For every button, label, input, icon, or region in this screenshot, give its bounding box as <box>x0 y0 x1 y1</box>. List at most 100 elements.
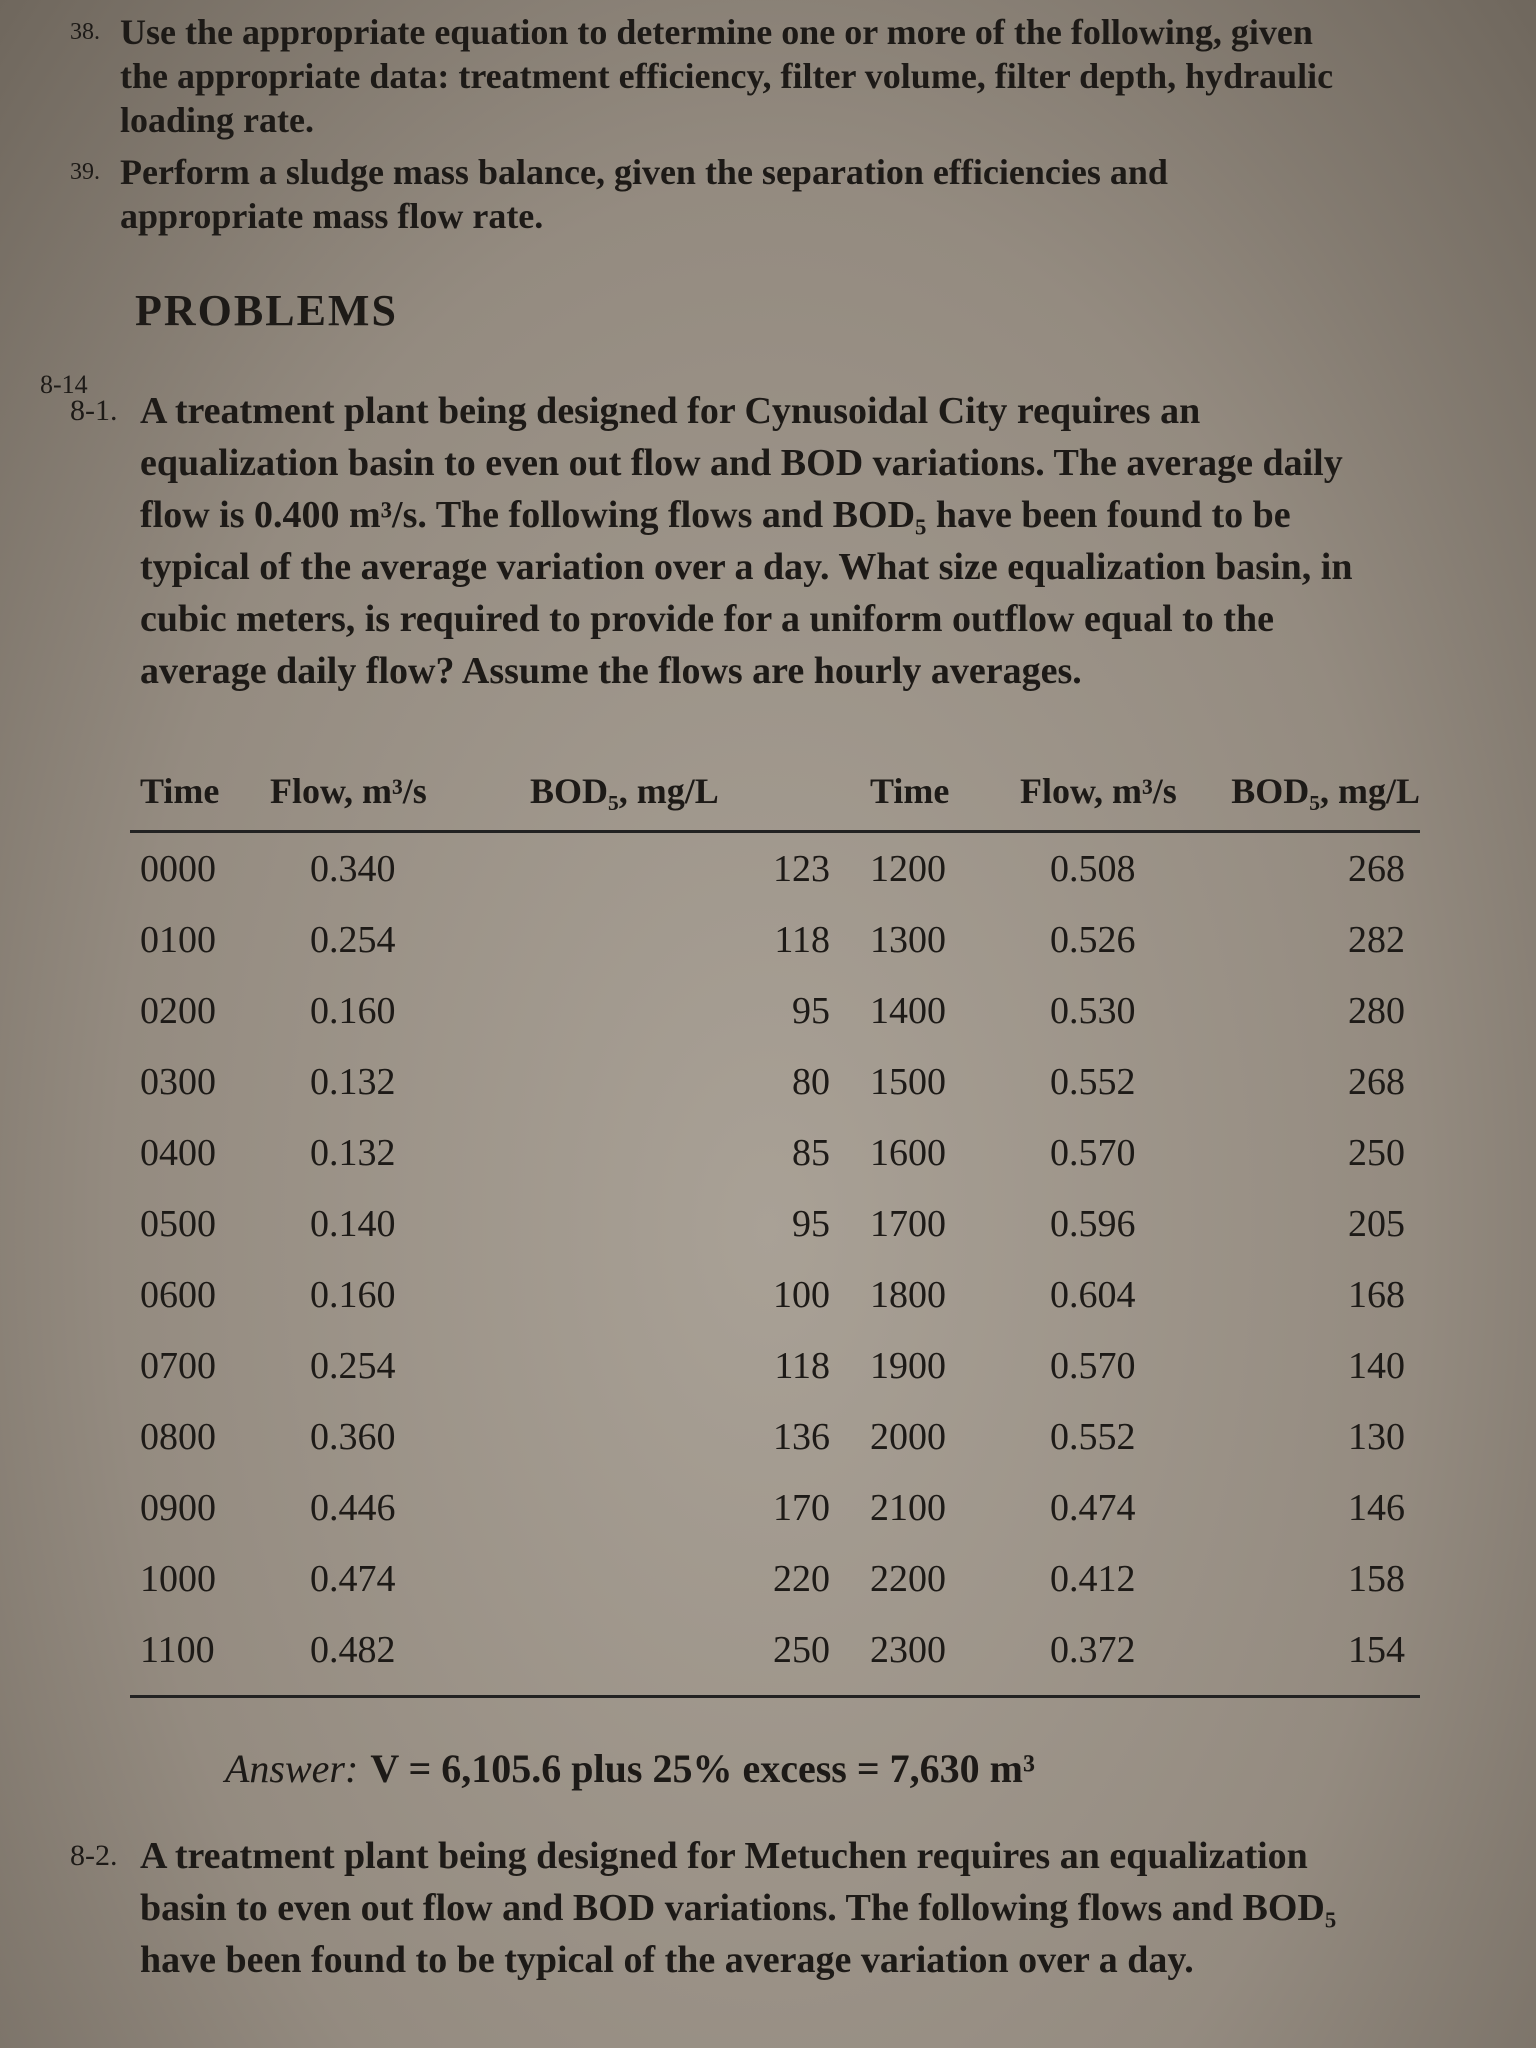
table-row: 0500 0.140 95 1700 0.596 205 <box>130 1188 1420 1259</box>
objective: 38. Use the appropriate equation to dete… <box>70 10 1340 142</box>
table-cell: 0800 <box>140 1416 216 1458</box>
table-cell: 0.482 <box>310 1629 396 1671</box>
table-cell: 1800 <box>870 1274 946 1316</box>
table-cell: 0.570 <box>1050 1345 1136 1387</box>
table-cell: 136 <box>773 1416 830 1458</box>
table-cell: 130 <box>1348 1416 1405 1458</box>
problem: 8-2. A treatment plant being designed fo… <box>70 1830 1370 1986</box>
table-row: 0200 0.160 95 1400 0.530 280 <box>130 975 1420 1046</box>
table-cell: 0000 <box>140 848 216 890</box>
table-row: 0300 0.132 80 1500 0.552 268 <box>130 1046 1420 1117</box>
table-rule <box>130 1695 1420 1698</box>
column-header: Flow, m³/s <box>270 771 427 811</box>
table-cell: 0.552 <box>1050 1061 1136 1103</box>
table-row: 0900 0.446 170 2100 0.474 146 <box>130 1472 1420 1543</box>
table-cell: 1300 <box>870 919 946 961</box>
table-cell: 268 <box>1348 1061 1405 1103</box>
table-cell: 205 <box>1348 1203 1405 1245</box>
column-header: Time <box>140 771 220 811</box>
answer-label: Answer: <box>225 1746 359 1791</box>
data-table: Time Flow, m³/s BOD₅, mg/L Time Flow, m³/s BO… <box>130 760 1420 1698</box>
table-cell: 0.340 <box>310 848 396 890</box>
table-cell: 0.552 <box>1050 1416 1136 1458</box>
table-row: 0000 0.340 123 1200 0.508 268 <box>130 833 1420 904</box>
objective-text: Use the appropriate equation to determin… <box>120 12 1334 140</box>
table-cell: 0400 <box>140 1132 216 1174</box>
problem-number: 8-1. <box>70 394 118 427</box>
table-body: 0000 0.340 123 1200 0.508 268 0100 0.254 118 1300… <box>130 833 1420 1685</box>
table-cell: 220 <box>773 1558 830 1600</box>
problem: 8-1. A treatment plant being designed fo… <box>70 385 1370 697</box>
table-cell: 140 <box>1348 1345 1405 1387</box>
table-cell: 282 <box>1348 919 1405 961</box>
table-cell: 1500 <box>870 1061 946 1103</box>
table-cell: 0.160 <box>310 1274 396 1316</box>
problem-text: A treatment plant being designed for Cyn… <box>140 390 1353 692</box>
table-cell: 2000 <box>870 1416 946 1458</box>
table-cell: 1200 <box>870 848 946 890</box>
table-cell: 2300 <box>870 1629 946 1671</box>
table-cell: 146 <box>1348 1487 1405 1529</box>
table-cell: 0.412 <box>1050 1558 1136 1600</box>
column-header: Time <box>870 771 950 811</box>
table-cell: 95 <box>792 1203 830 1245</box>
table-cell: 118 <box>774 919 830 961</box>
table-cell: 1600 <box>870 1132 946 1174</box>
table-cell: 118 <box>774 1345 830 1387</box>
table-cell: 0.446 <box>310 1487 396 1529</box>
table-cell: 1100 <box>140 1629 215 1671</box>
answer: Answer: V = 6,105.6 plus 25% excess = 7,6… <box>225 1745 1035 1792</box>
table-row: 0400 0.132 85 1600 0.570 250 <box>130 1117 1420 1188</box>
table-cell: 0.132 <box>310 1132 396 1174</box>
table-cell: 0.254 <box>310 1345 396 1387</box>
table-cell: 80 <box>792 1061 830 1103</box>
table-row: 1000 0.474 220 2200 0.412 158 <box>130 1543 1420 1614</box>
table-cell: 0300 <box>140 1061 216 1103</box>
table-cell: 0.360 <box>310 1416 396 1458</box>
table-cell: 1000 <box>140 1558 216 1600</box>
table-cell: 1900 <box>870 1345 946 1387</box>
table-cell: 123 <box>773 848 830 890</box>
table-cell: 0.530 <box>1050 990 1136 1032</box>
table-cell: 280 <box>1348 990 1405 1032</box>
table-cell: 0.570 <box>1050 1132 1136 1174</box>
table-cell: 0700 <box>140 1345 216 1387</box>
table-cell: 0900 <box>140 1487 216 1529</box>
section-title: PROBLEMS <box>135 286 398 335</box>
table-cell: 85 <box>792 1132 830 1174</box>
table-cell: 0600 <box>140 1274 216 1316</box>
objective-number: 39. <box>70 159 100 185</box>
table-cell: 154 <box>1348 1629 1405 1671</box>
table-cell: 250 <box>773 1629 830 1671</box>
table-cell: 0.604 <box>1050 1274 1136 1316</box>
table-cell: 0.140 <box>310 1203 396 1245</box>
table-cell: 100 <box>773 1274 830 1316</box>
table-cell: 0.474 <box>1050 1487 1136 1529</box>
table-cell: 0.160 <box>310 990 396 1032</box>
margin-note: 8-14 <box>40 370 88 399</box>
objective: 39. Perform a sludge mass balance, given… <box>70 150 1340 238</box>
table-cell: 0.596 <box>1050 1203 1136 1245</box>
table-cell: 250 <box>1348 1132 1405 1174</box>
problem-number: 8-2. <box>70 1839 118 1872</box>
problem-text: A treatment plant being designed for Met… <box>140 1835 1337 1981</box>
objective-number: 38. <box>70 19 100 45</box>
table-cell: 2100 <box>870 1487 946 1529</box>
column-header: BOD₅, mg/L <box>530 771 719 811</box>
table-row: 0800 0.360 136 2000 0.552 130 <box>130 1401 1420 1472</box>
table-cell: 268 <box>1348 848 1405 890</box>
table-row: 1100 0.482 250 2300 0.372 154 <box>130 1614 1420 1685</box>
table-cell: 170 <box>773 1487 830 1529</box>
table-cell: 1400 <box>870 990 946 1032</box>
table-cell: 158 <box>1348 1558 1405 1600</box>
table-cell: 0.508 <box>1050 848 1136 890</box>
column-header: BOD₅, mg/L <box>1231 771 1420 811</box>
table-row: 0600 0.160 100 1800 0.604 168 <box>130 1259 1420 1330</box>
table-cell: 2200 <box>870 1558 946 1600</box>
table-row: 0700 0.254 118 1900 0.570 140 <box>130 1330 1420 1401</box>
table-cell: 0500 <box>140 1203 216 1245</box>
objective-text: Perform a sludge mass balance, given the… <box>120 152 1168 236</box>
table-cell: 168 <box>1348 1274 1405 1316</box>
table-header: Time Flow, m³/s BOD₅, mg/L Time Flow, m³/s BO… <box>130 760 1420 833</box>
